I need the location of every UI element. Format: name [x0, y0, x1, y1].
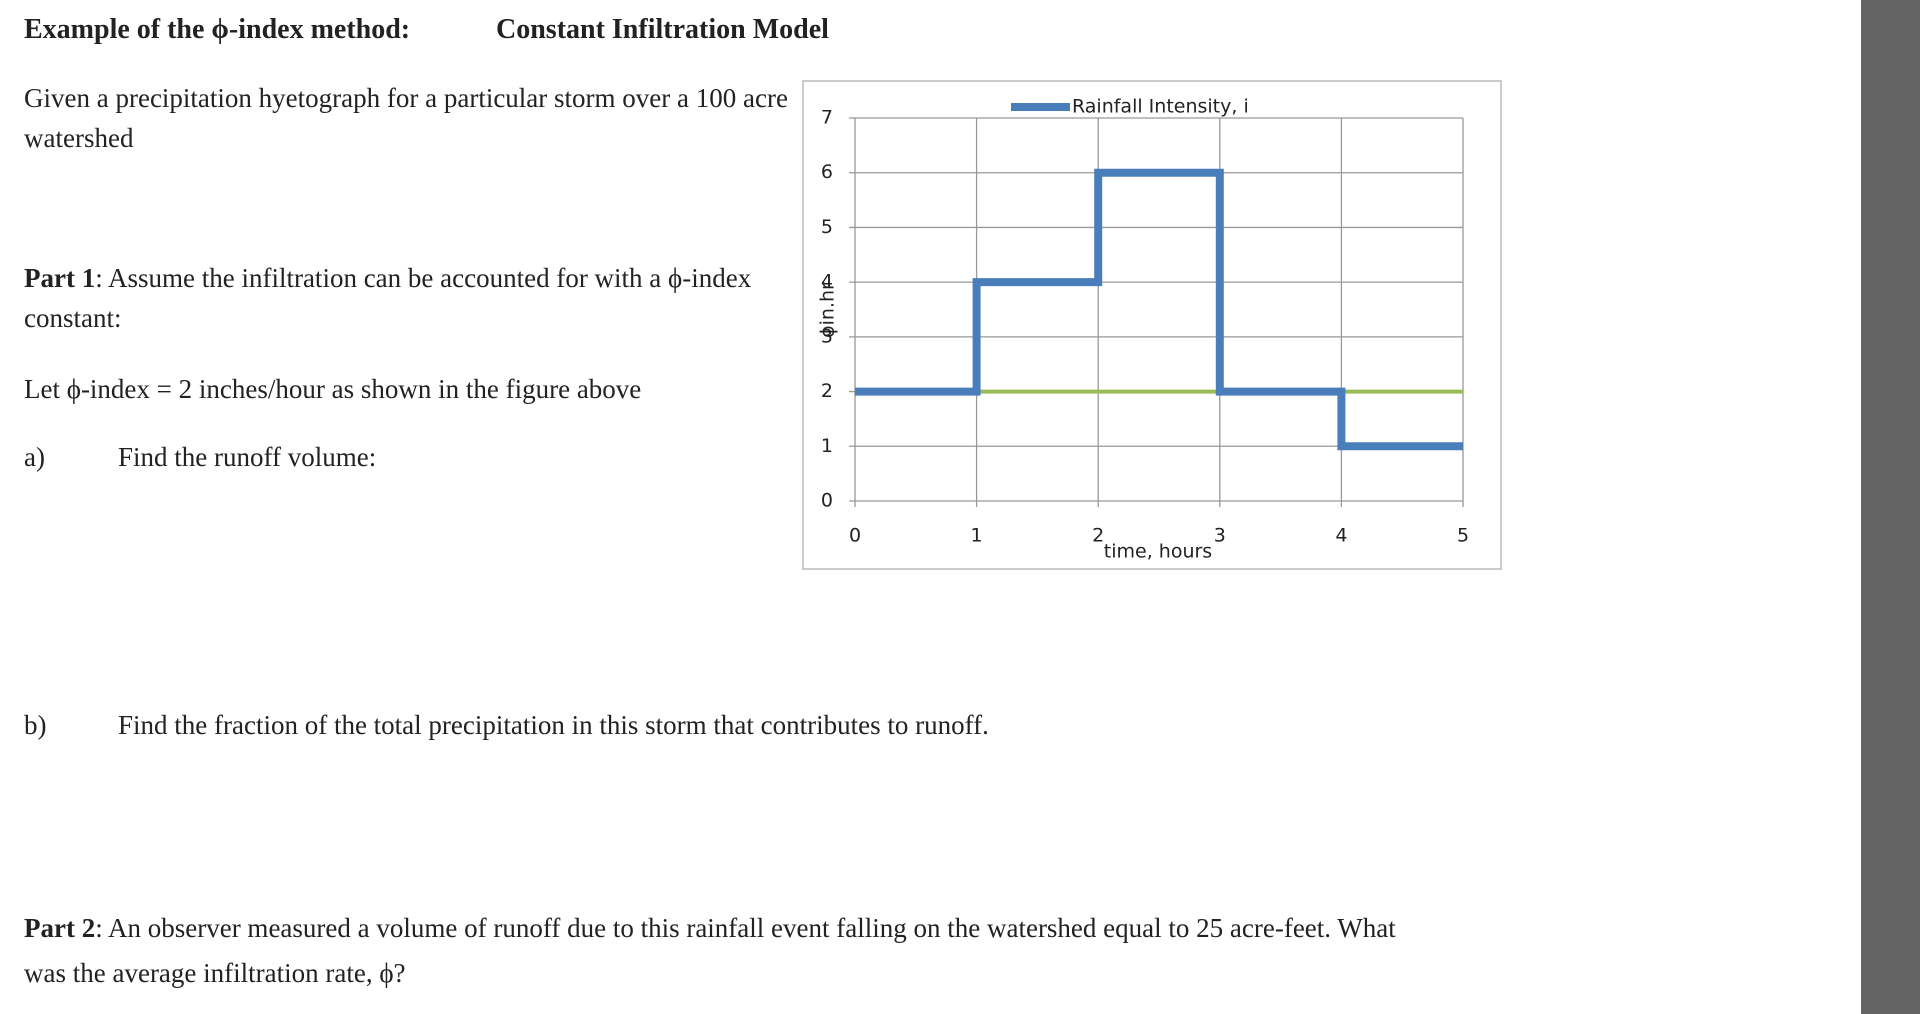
- x-tick-label: 4: [1335, 525, 1347, 547]
- x-tick-label: 0: [849, 525, 861, 547]
- q-label: b): [24, 710, 47, 740]
- y-tick-label: 2: [821, 380, 833, 402]
- title: Example of the ϕ-index method:: [24, 14, 411, 45]
- q-text: Find the fraction of the total precipita…: [118, 710, 989, 740]
- q-label: a): [24, 442, 45, 472]
- x-tick-label: 3: [1214, 525, 1226, 547]
- part-label: Part 1: [24, 263, 96, 293]
- part-text: : An observer measured a volume of runof…: [24, 913, 1396, 988]
- y-tick-label: 7: [821, 107, 833, 129]
- y-tick-label: 5: [821, 216, 833, 238]
- subtitle: Constant Infiltration Model: [496, 14, 829, 45]
- q-text: Find the runoff volume:: [118, 442, 377, 472]
- legend-label: Rainfall Intensity, i: [1072, 96, 1249, 118]
- y-tick-label: 0: [821, 490, 833, 512]
- given: Let ϕ-index = 2 inches/hour as shown in …: [24, 374, 642, 404]
- x-tick-label: 5: [1457, 525, 1469, 547]
- part2: Part 2: An observer measured a volume of…: [24, 906, 1404, 996]
- scrollbar-area: [1861, 0, 1920, 1014]
- y-tick-label: 6: [821, 161, 833, 183]
- y-tick-label: 1: [821, 435, 833, 457]
- part1: Part 1: Assume the infiltration can be a…: [24, 258, 784, 338]
- y-axis-label: ϕin.hr: [817, 282, 839, 338]
- y-tick-label: 4: [821, 271, 833, 293]
- x-axis-label: time, hours: [1104, 541, 1212, 563]
- series-line: [855, 168, 1463, 451]
- intro: Given a precipitation hyetograph for a p…: [24, 83, 788, 153]
- y-tick-label: 3: [821, 325, 833, 347]
- chart-frame: [802, 80, 1502, 570]
- part-label: Part 2: [24, 913, 96, 943]
- x-tick-label: 1: [971, 525, 983, 547]
- part-text: : Assume the infiltration can be account…: [24, 263, 752, 333]
- x-tick-label: 2: [1092, 525, 1104, 547]
